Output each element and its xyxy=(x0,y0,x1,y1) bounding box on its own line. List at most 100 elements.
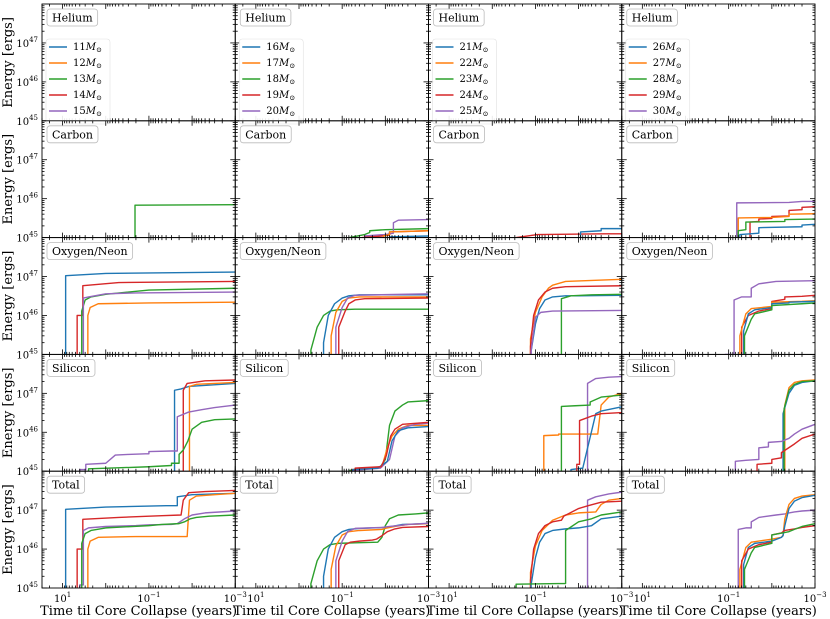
legend-label: 28M⊙ xyxy=(653,74,682,86)
series-line-24 xyxy=(576,411,622,472)
series-line-28 xyxy=(743,302,815,355)
legend-mass: 13 xyxy=(73,74,86,85)
panel-title-box xyxy=(46,358,96,377)
legend: 11M⊙12M⊙13M⊙14M⊙15M⊙ xyxy=(45,38,111,125)
series-line-15 xyxy=(79,510,236,589)
legend-sun-symbol: ⊙ xyxy=(96,94,102,102)
series-line-13 xyxy=(81,287,236,355)
legend-sun-symbol: ⊙ xyxy=(289,94,295,102)
y-axis-label: Energy [ergs] xyxy=(1,251,16,342)
panel-title-box xyxy=(239,242,327,261)
y-tick-label: 1047 xyxy=(16,153,38,167)
y-tick-label: 1047 xyxy=(16,36,38,50)
legend-label: 15M⊙ xyxy=(73,106,102,118)
series-line-19 xyxy=(354,421,429,472)
panel-title-box xyxy=(626,125,679,144)
x-tick-exp: −3 xyxy=(430,591,440,599)
x-tick-base: 10 xyxy=(331,594,344,605)
panel-title-box xyxy=(626,8,678,27)
legend-mass: 21 xyxy=(460,42,473,53)
y-tick-exp: 47 xyxy=(29,153,38,161)
legend-unit: M xyxy=(85,90,97,101)
panel-title: Carbon xyxy=(52,128,93,141)
series-group xyxy=(349,399,429,472)
legend-sun-symbol: ⊙ xyxy=(676,78,682,86)
x-tick-base: 10 xyxy=(634,594,647,605)
x-tick-exp: −1 xyxy=(150,591,160,599)
panel-helium-col1: Helium11M⊙12M⊙13M⊙14M⊙15M⊙104510461047En… xyxy=(1,3,236,128)
panel-carbon-col3: Carbon xyxy=(428,120,623,239)
legend-sun-symbol: ⊙ xyxy=(482,110,488,118)
panel-title: Silicon xyxy=(439,362,477,375)
legend-sun-symbol: ⊙ xyxy=(96,46,102,54)
y-tick-label: 1046 xyxy=(16,308,38,322)
panel-title-box xyxy=(239,358,289,377)
series-line-20 xyxy=(351,422,429,472)
series-line-11 xyxy=(173,382,236,472)
series-group xyxy=(734,379,815,472)
legend: 21M⊙22M⊙23M⊙24M⊙25M⊙ xyxy=(432,38,497,125)
legend-mass: 15 xyxy=(73,106,86,117)
series-group xyxy=(79,379,236,472)
y-tick-exp: 45 xyxy=(29,114,38,122)
y-tick-exp: 47 xyxy=(29,503,38,511)
panel-title-box xyxy=(46,475,86,494)
legend-mass: 24 xyxy=(460,90,473,101)
legend: 16M⊙17M⊙18M⊙19M⊙20M⊙ xyxy=(238,38,304,125)
legend-label: 11M⊙ xyxy=(73,42,102,54)
legend-label: 26M⊙ xyxy=(653,42,682,54)
panel-title: Carbon xyxy=(245,128,286,141)
y-axis-label: Energy [ergs] xyxy=(1,367,16,458)
legend-mass: 23 xyxy=(460,74,473,85)
series-group xyxy=(515,491,622,589)
panel-title-box xyxy=(433,475,472,494)
x-tick-exp: −3 xyxy=(816,591,826,599)
y-tick-exp: 47 xyxy=(29,386,38,394)
series-line-26 xyxy=(739,223,815,238)
legend-sun-symbol: ⊙ xyxy=(289,62,295,70)
series-line-18 xyxy=(348,227,429,238)
panel-title: Total xyxy=(245,479,273,492)
panel-silicon-col2: Silicon xyxy=(234,353,429,472)
series-line-24 xyxy=(529,285,622,355)
y-axis-label: Energy [ergs] xyxy=(1,484,16,575)
y-tick-base: 10 xyxy=(16,584,29,595)
legend-label: 14M⊙ xyxy=(73,90,102,102)
series-line-20 xyxy=(335,293,429,355)
series-line-12 xyxy=(87,492,236,589)
x-tick-base: 10 xyxy=(247,594,260,605)
panel-title: Silicon xyxy=(52,362,90,375)
panel-title: Helium xyxy=(632,12,673,25)
y-tick-label: 1046 xyxy=(16,75,38,89)
series-line-17 xyxy=(330,296,429,355)
series-line-25 xyxy=(577,491,622,589)
series-line-22 xyxy=(543,392,622,472)
legend-sun-symbol: ⊙ xyxy=(676,94,682,102)
series-line-23 xyxy=(560,293,622,355)
panel-title: Total xyxy=(439,479,467,492)
legend-mass: 16 xyxy=(266,42,279,53)
legend-sun-symbol: ⊙ xyxy=(96,78,102,86)
series-line-22 xyxy=(529,497,622,589)
series-line-27 xyxy=(737,213,815,238)
y-tick-exp: 45 xyxy=(29,231,38,239)
y-tick-exp: 46 xyxy=(29,75,38,83)
panel-title-box xyxy=(433,125,485,144)
legend-mass: 30 xyxy=(653,106,666,117)
legend-mass: 11 xyxy=(73,42,86,53)
panel-oxygen-neon-col4: Oxygen/Neon xyxy=(621,237,816,355)
legend-sun-symbol: ⊙ xyxy=(96,62,102,70)
x-tick-base: 10 xyxy=(524,594,537,605)
x-tick-exp: 1 xyxy=(67,591,71,599)
legend-sun-symbol: ⊙ xyxy=(676,46,682,54)
legend-label: 17M⊙ xyxy=(266,58,295,70)
legend-box xyxy=(238,38,304,125)
legend-sun-symbol: ⊙ xyxy=(676,62,682,70)
series-line-24 xyxy=(515,233,622,238)
x-tick-exp: −1 xyxy=(343,591,353,599)
legend-sun-symbol: ⊙ xyxy=(289,46,295,54)
